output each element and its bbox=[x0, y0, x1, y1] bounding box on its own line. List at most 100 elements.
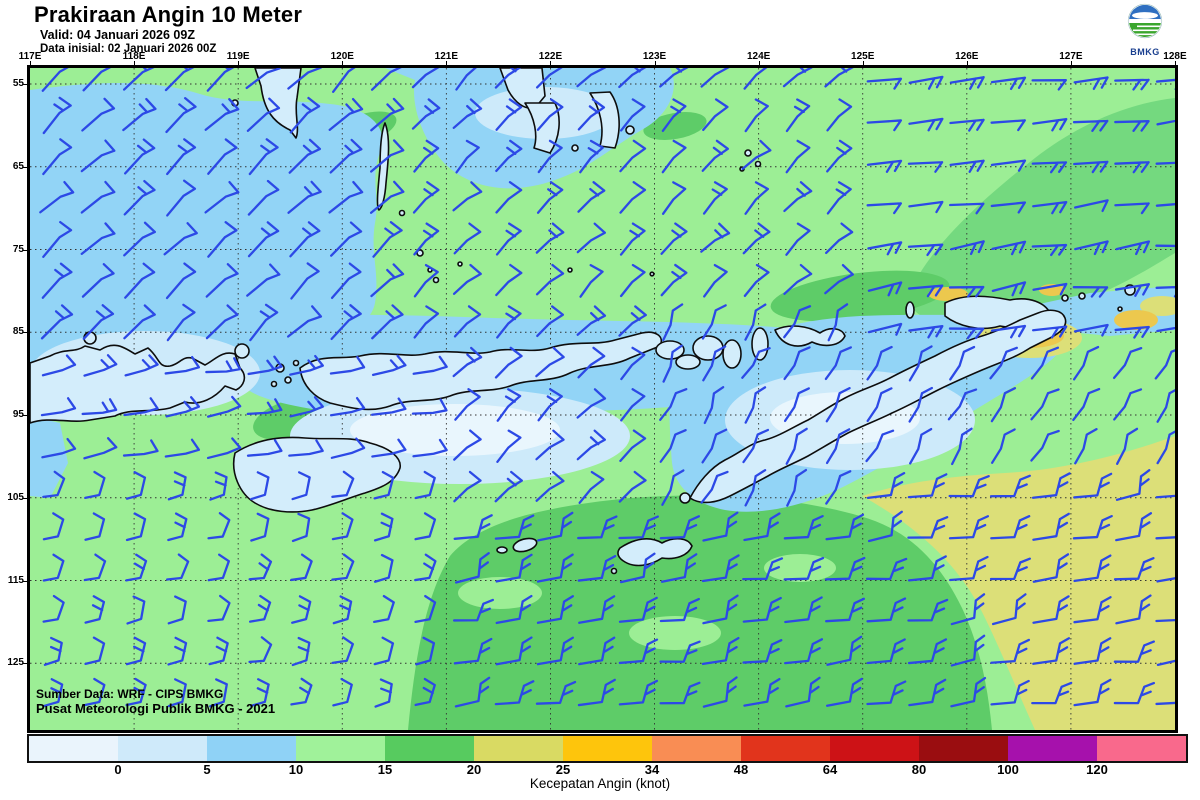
wind-barb bbox=[824, 556, 866, 581]
wind-barb bbox=[328, 97, 364, 131]
wind-barb bbox=[577, 98, 606, 131]
wind-barb bbox=[374, 678, 393, 708]
wind-barb bbox=[453, 305, 482, 338]
initial-time-label: Data inisial: 02 Januari 2026 00Z bbox=[40, 43, 217, 55]
wind-barb bbox=[1073, 596, 1112, 624]
wind-barb bbox=[990, 638, 1031, 664]
wind-barb bbox=[454, 676, 491, 708]
wind-barb bbox=[81, 398, 118, 416]
page-title: Prakiraan Angin 10 Meter bbox=[34, 2, 303, 27]
wind-barb bbox=[415, 636, 436, 666]
wind-barb bbox=[660, 222, 688, 255]
wind-barb bbox=[494, 470, 523, 503]
wind-barb bbox=[535, 429, 565, 461]
wind-barb bbox=[1155, 244, 1175, 257]
wind-barb bbox=[452, 181, 483, 212]
wind-barb bbox=[332, 677, 353, 707]
wind-barb bbox=[659, 68, 689, 88]
colorbar-segment bbox=[385, 736, 474, 761]
wind-barb bbox=[786, 468, 808, 507]
wind-barb bbox=[620, 346, 646, 381]
lon-tick-mark bbox=[758, 61, 760, 65]
wind-barb bbox=[496, 305, 522, 339]
wind-barb bbox=[785, 98, 811, 133]
wind-barb bbox=[744, 98, 769, 133]
wind-barb bbox=[167, 636, 188, 666]
lon-tick-label: 123E bbox=[642, 51, 667, 62]
wind-barb bbox=[661, 469, 685, 506]
wind-barb bbox=[741, 347, 771, 379]
wind-barb bbox=[412, 181, 440, 214]
wind-barb bbox=[535, 346, 565, 378]
wind-barb bbox=[205, 357, 242, 374]
wind-barb bbox=[209, 471, 228, 501]
lon-tick-mark bbox=[862, 61, 864, 65]
wind-barb bbox=[950, 427, 973, 466]
wind-barb bbox=[167, 595, 187, 625]
wind-barb bbox=[619, 429, 647, 462]
wind-barb bbox=[41, 68, 73, 92]
colorbar-tick-label: 5 bbox=[203, 762, 211, 777]
wind-barb bbox=[1113, 388, 1143, 421]
wind-barb bbox=[495, 222, 522, 256]
wind-barb bbox=[370, 263, 405, 298]
wind-barb bbox=[41, 262, 73, 299]
colorbar-tick-label: 48 bbox=[733, 762, 749, 777]
wind-barb bbox=[1072, 345, 1100, 381]
wind-barb bbox=[206, 68, 238, 92]
wind-map bbox=[30, 68, 1175, 730]
wind-barb bbox=[620, 388, 646, 422]
wind-barb bbox=[1112, 346, 1143, 380]
wind-barb bbox=[81, 263, 115, 298]
wind-barb bbox=[1114, 325, 1150, 339]
wind-barb bbox=[247, 355, 283, 376]
wind-barb bbox=[125, 677, 147, 707]
wind-barb bbox=[536, 595, 574, 624]
wind-barb bbox=[1031, 472, 1071, 499]
wind-barb bbox=[495, 553, 533, 583]
wind-barb bbox=[247, 221, 280, 258]
wind-barb bbox=[287, 180, 322, 214]
colorbar-segment bbox=[652, 736, 741, 761]
wind-barb bbox=[701, 304, 727, 340]
wind-barb bbox=[908, 678, 947, 707]
data-source-note: Sumber Data: WRF - CIPS BMKG bbox=[36, 687, 224, 701]
wind-barb bbox=[578, 470, 605, 504]
lon-tick-label: 124E bbox=[746, 51, 771, 62]
wind-barb bbox=[949, 76, 985, 90]
wind-barb bbox=[83, 553, 107, 582]
wind-barb bbox=[659, 515, 701, 540]
wind-barb bbox=[125, 636, 147, 666]
wind-barb bbox=[496, 429, 522, 463]
wind-barb bbox=[866, 159, 903, 173]
wind-barb bbox=[40, 397, 77, 417]
wind-barb bbox=[866, 472, 906, 500]
wind-barb bbox=[867, 322, 903, 336]
wind-barb bbox=[167, 512, 188, 542]
wind-barb bbox=[165, 262, 197, 300]
lon-tick-mark bbox=[1174, 61, 1176, 65]
wind-barb bbox=[661, 139, 687, 174]
wind-barb bbox=[742, 222, 771, 255]
wind-barb bbox=[866, 345, 893, 381]
lat-tick-label: 85 bbox=[12, 326, 24, 338]
wind-barb bbox=[826, 139, 853, 173]
wind-barb bbox=[250, 512, 270, 542]
wind-barb bbox=[1032, 512, 1070, 541]
wind-barb bbox=[743, 512, 781, 542]
wind-barb bbox=[661, 98, 687, 133]
wind-barb bbox=[39, 180, 75, 214]
wind-barb bbox=[1073, 323, 1109, 337]
wind-barb bbox=[618, 470, 647, 503]
lat-tick-label: 125 bbox=[7, 657, 24, 669]
colorbar-tick-label: 25 bbox=[555, 762, 571, 777]
wind-barb bbox=[990, 201, 1027, 214]
wind-barb bbox=[990, 387, 1017, 423]
wind-barb bbox=[124, 138, 156, 175]
colorbar-tick-label: 64 bbox=[822, 762, 838, 777]
wind-barb bbox=[783, 346, 811, 381]
lon-tick-label: 125E bbox=[851, 51, 875, 62]
colorbar-segment bbox=[563, 736, 652, 761]
wind-barb bbox=[865, 557, 908, 581]
